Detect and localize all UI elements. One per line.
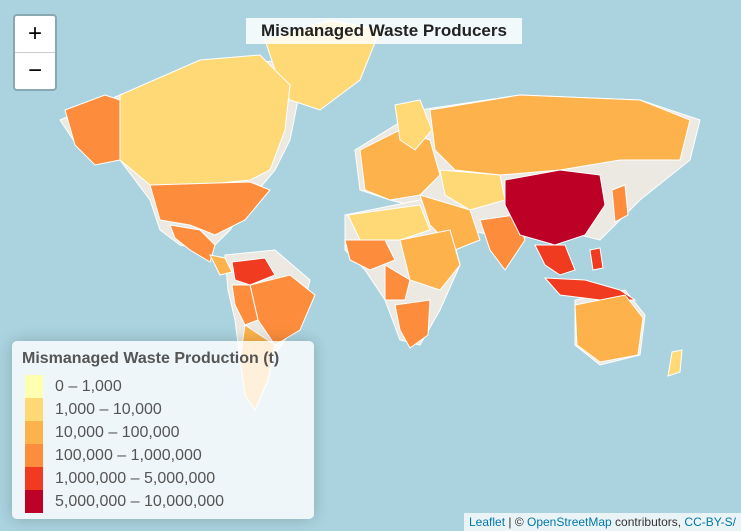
legend-label: 5,000,000 – 10,000,000 bbox=[55, 493, 225, 510]
legend-item: 10,000 – 100,000 bbox=[25, 421, 305, 444]
legend-item: 5,000,000 – 10,000,000 bbox=[25, 490, 305, 513]
region-canada bbox=[119, 54, 291, 186]
legend-swatch bbox=[25, 490, 43, 513]
region-central-africa bbox=[384, 264, 411, 301]
region-china bbox=[504, 169, 606, 246]
zoom-in-button[interactable]: + bbox=[27, 20, 42, 47]
region-philippines bbox=[589, 247, 604, 271]
zoom-out-button[interactable]: − bbox=[15, 52, 55, 89]
attribution-separator: | © bbox=[505, 515, 527, 529]
legend-item: 100,000 – 1,000,000 bbox=[25, 444, 305, 467]
region-indonesia bbox=[543, 277, 637, 301]
region-central-asia bbox=[439, 169, 506, 211]
legend-swatch bbox=[25, 421, 43, 444]
legend-item: 0 – 1,000 bbox=[25, 375, 305, 398]
legend-swatch bbox=[25, 375, 43, 398]
legend-label: 1,000,000 – 5,000,000 bbox=[55, 470, 216, 487]
legend-label: 100,000 – 1,000,000 bbox=[55, 447, 202, 464]
region-northern-sa bbox=[231, 257, 276, 286]
legend-title: Mismanaged Waste Production (t) bbox=[22, 350, 280, 367]
region-peru bbox=[231, 284, 259, 326]
attribution-contributors: contributors, bbox=[611, 515, 685, 529]
region-scandinavia bbox=[394, 99, 433, 151]
region-japan bbox=[611, 184, 629, 223]
region-mexico bbox=[169, 224, 216, 263]
region-central-america bbox=[209, 254, 233, 276]
legend-label: 1,000 – 10,000 bbox=[55, 401, 162, 418]
region-russia bbox=[429, 94, 691, 176]
legend-swatch bbox=[25, 398, 43, 421]
osm-link[interactable]: OpenStreetMap bbox=[527, 515, 612, 529]
legend-label: 0 – 1,000 bbox=[55, 378, 122, 395]
attribution: Leaflet | © OpenStreetMap contributors, … bbox=[464, 513, 741, 531]
region-alaska bbox=[64, 94, 121, 166]
region-west-africa bbox=[344, 239, 396, 271]
region-east-africa bbox=[399, 229, 461, 291]
legend-swatch bbox=[25, 467, 43, 490]
legend-item: 1,000,000 – 5,000,000 bbox=[25, 467, 305, 490]
legend-item: 1,000 – 10,000 bbox=[25, 398, 305, 421]
map-title: Mismanaged Waste Producers bbox=[246, 18, 522, 44]
legend: Mismanaged Waste Production (t) 0 – 1,00… bbox=[12, 341, 314, 519]
region-new-zealand bbox=[667, 349, 683, 377]
region-se-asia bbox=[534, 244, 576, 276]
region-usa bbox=[149, 181, 271, 236]
legend-swatch bbox=[25, 444, 43, 467]
license-link[interactable]: CC-BY-S/ bbox=[684, 515, 736, 529]
zoom-control: + − bbox=[13, 14, 57, 91]
legend-label: 10,000 – 100,000 bbox=[55, 424, 180, 441]
region-australia bbox=[574, 294, 644, 363]
region-south-africa bbox=[394, 299, 431, 349]
region-india bbox=[479, 214, 526, 271]
region-north-africa bbox=[347, 204, 431, 241]
region-middle-east bbox=[419, 194, 481, 251]
leaflet-link[interactable]: Leaflet bbox=[469, 515, 506, 529]
